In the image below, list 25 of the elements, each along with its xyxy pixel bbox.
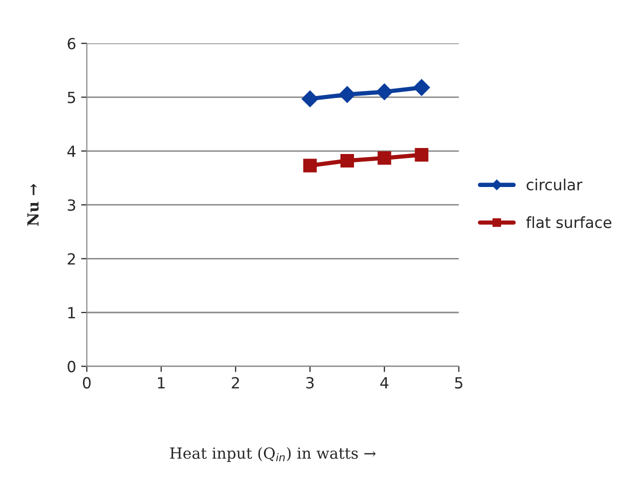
point xyxy=(413,79,430,96)
point xyxy=(378,151,392,165)
y-tick-label: 0 xyxy=(68,360,76,372)
y-tick-label: 3 xyxy=(68,199,76,211)
legend-label: flat surface xyxy=(526,216,612,228)
y-tick-label: 1 xyxy=(68,307,75,318)
x-tick-label: 4 xyxy=(380,377,388,388)
point xyxy=(303,158,317,172)
legend-label: circular xyxy=(526,178,582,190)
x-tick-label: 0 xyxy=(82,377,91,389)
y-tick-label: 6 xyxy=(68,38,76,50)
y-axis-title: Nu → xyxy=(27,184,39,226)
point xyxy=(340,154,354,168)
x-tick-label: 5 xyxy=(455,377,462,389)
x-tick-label: 3 xyxy=(306,377,314,389)
x-axis-title: Heat input (Q$_{in}$) in watts → xyxy=(170,447,376,462)
point xyxy=(414,148,428,162)
y-tick-label: 2 xyxy=(68,253,75,264)
x-tick-label: 2 xyxy=(232,377,239,388)
point xyxy=(338,86,356,103)
point xyxy=(376,83,393,100)
point xyxy=(302,90,318,108)
y-tick-label: 4 xyxy=(67,146,76,157)
y-tick-label: 5 xyxy=(68,92,76,104)
x-tick-label: 1 xyxy=(158,377,165,388)
